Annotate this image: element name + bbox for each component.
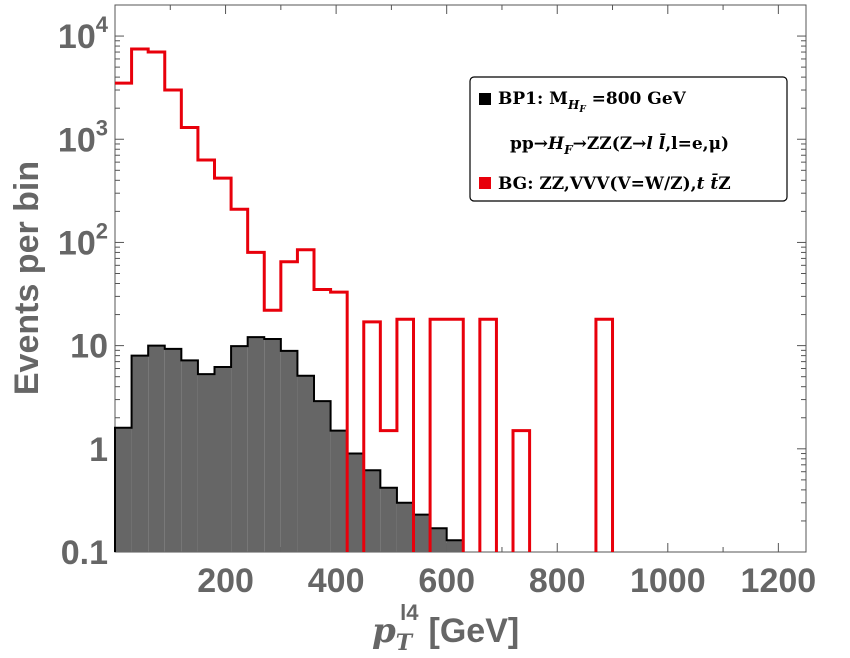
bp1-bar [264,338,281,552]
x-axis-label-sup: l4 [400,600,419,625]
y-tick-label: 1 [89,431,108,469]
legend-bg-label: BG: ZZ,VVV(V=W/Z), [498,174,697,194]
x-axis-label-unit: [GeV] [429,612,520,650]
axis-ticks [115,4,806,553]
legend-entry-bg: BG: ZZ,VVV(V=W/Z),t t̄Z [498,173,731,194]
bp1-bar [430,528,447,552]
y-tick-label: 102 [58,218,108,262]
bp1-bar [330,430,348,552]
bp1-bar [380,487,397,552]
bp1-bar [363,470,381,552]
y-tick-label: 0.1 [61,534,108,572]
y-tick-label: 103 [58,115,108,159]
legend-process-h: H [547,134,565,154]
bp1-bar [314,401,331,552]
x-tick-label: 200 [197,562,254,600]
legend: BP1: MHF =800 GeV pp→HF→ZZ(Z→l l̄,l=e,μ)… [469,76,788,202]
legend-swatch-bg [479,177,491,189]
bp1-bar [131,355,149,552]
y-tick-label: 10 [70,328,108,366]
bp1-bar [396,502,414,552]
legend-bp1-label: BP1: M [498,89,568,109]
legend-entry-bp1: BP1: MHF =800 GeV [498,89,687,115]
legend-bp1-tail: =800 GeV [586,89,687,109]
bp1-bar [148,345,165,552]
bg-step-line [115,47,615,552]
y-tick-label: 104 [58,12,109,56]
x-axis-label-sub: T [396,630,414,656]
bp1-bar [164,348,182,552]
x-tick-label: 1000 [630,562,706,600]
bp1-bar [181,360,198,552]
bp1-bar [247,337,265,552]
x-tick-label: 600 [418,562,475,600]
bp1-outline [114,336,465,552]
bp1-bar [280,350,298,552]
x-tick-label: 1200 [741,562,817,600]
legend-process-mid: →ZZ(Z→ [573,134,647,154]
legend-swatch-bp1 [479,93,491,105]
legend-entry-process: pp→HF→ZZ(Z→l l̄,l=e,μ) [510,133,729,157]
bp1-bar [231,346,248,552]
x-tick-labels: 200 400 600 800 1000 1200 [197,562,816,600]
legend-process-tail: ,l=e,μ) [665,134,729,154]
x-axis-label: pTl4 [GeV] [372,600,519,656]
legend-bg-tail: Z [718,174,730,194]
legend-process-label: pp→ [510,134,548,154]
x-tick-label: 800 [529,562,586,600]
legend-bp1-sub: H [567,98,580,112]
bp1-bar [115,427,132,552]
bp1-bar [347,453,364,552]
legend-process-ll: l l̄ [646,133,666,154]
bp1-bar [214,367,232,552]
legend-bp1-subsub: F [578,105,586,115]
bp1-bar [297,375,315,552]
series-bg [115,47,615,552]
series-bp1 [114,336,465,552]
x-tick-label: 400 [308,562,365,600]
x-axis-label-base: p [372,611,396,651]
bp1-bar [413,514,431,552]
legend-box [469,76,788,202]
y-tick-labels: 0.1 1 10 102 103 104 [58,12,109,572]
y-axis-label: Events per bin [8,161,46,395]
bp1-bar [446,540,464,552]
legend-bg-ttbar: t t̄ [697,173,719,194]
legend-process-hsub: F [563,143,574,157]
bp1-bar [197,374,215,552]
